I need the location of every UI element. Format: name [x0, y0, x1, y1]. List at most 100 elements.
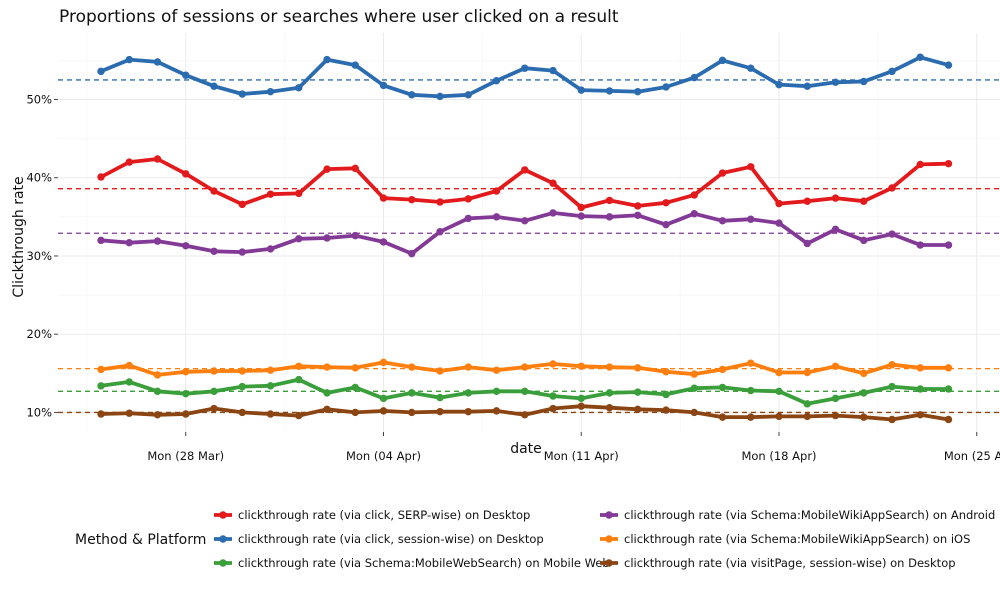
- data-point: [379, 358, 388, 367]
- data-point: [153, 371, 162, 379]
- data-point: [210, 387, 218, 396]
- mean-reference-lines: [58, 79, 1000, 414]
- data-point: [153, 387, 162, 396]
- data-point: [97, 236, 105, 245]
- data-point: [803, 82, 811, 90]
- data-point: [747, 64, 755, 72]
- data-point: [153, 237, 162, 245]
- data-point: [775, 80, 783, 89]
- data-point: [860, 236, 868, 245]
- data-point: [351, 383, 359, 392]
- data-point: [323, 405, 331, 414]
- data-point: [464, 91, 472, 99]
- data-point: [521, 411, 529, 419]
- data-point: [775, 199, 783, 208]
- data-point: [323, 234, 331, 242]
- data-point: [464, 363, 472, 371]
- data-point: [97, 365, 105, 374]
- data-point: [182, 368, 190, 376]
- data-point: [718, 413, 727, 421]
- legend-entry-label: clickthrough rate (via Schema:MobileWiki…: [624, 508, 995, 522]
- data-point: [436, 198, 444, 206]
- data-point: [605, 389, 614, 397]
- data-point: [408, 363, 416, 371]
- data-point: [492, 213, 501, 221]
- data-point: [944, 415, 953, 424]
- data-point: [831, 225, 840, 234]
- data-point: [718, 217, 727, 225]
- data-point: [718, 169, 727, 177]
- data-point: [521, 387, 529, 396]
- data-point: [182, 242, 190, 250]
- legend-key-point: [605, 559, 613, 567]
- data-point: [605, 196, 614, 205]
- data-point: [831, 78, 840, 86]
- data-point: [182, 389, 190, 398]
- data-point: [266, 366, 275, 374]
- data-point: [690, 384, 698, 392]
- data-point: [351, 61, 359, 69]
- legend-title: Method & Platform: [75, 532, 206, 548]
- y-tick-label: 40%: [26, 171, 52, 185]
- data-point: [662, 406, 670, 414]
- data-point: [238, 367, 246, 375]
- data-point: [379, 407, 388, 415]
- data-point: [182, 71, 190, 79]
- data-point: [634, 388, 642, 396]
- data-point: [577, 394, 585, 403]
- data-point: [97, 173, 105, 181]
- data-point: [125, 378, 133, 386]
- data-point: [408, 389, 416, 397]
- y-tick-label: 20%: [26, 327, 52, 341]
- x-tick-label: Mon (11 Apr): [544, 449, 619, 463]
- data-point: [238, 200, 246, 209]
- data-point: [125, 238, 133, 247]
- data-point: [577, 362, 585, 370]
- data-point: [690, 210, 698, 218]
- data-point: [944, 385, 953, 393]
- data-point: [888, 361, 896, 369]
- data-point: [916, 364, 924, 372]
- data-point: [888, 67, 896, 76]
- data-point: [238, 90, 246, 98]
- y-tick-label: 30%: [26, 249, 52, 263]
- data-point: [944, 159, 953, 168]
- data-point: [379, 238, 388, 246]
- data-point: [549, 360, 557, 368]
- data-point: [153, 58, 162, 66]
- data-point: [521, 64, 529, 72]
- data-point: [266, 245, 275, 253]
- data-point: [97, 410, 105, 418]
- data-point: [323, 165, 331, 173]
- data-point: [605, 363, 614, 371]
- data-point: [831, 394, 840, 403]
- data-point: [492, 366, 501, 374]
- data-point: [944, 241, 953, 249]
- data-point: [775, 219, 783, 227]
- y-axis-ticks: 10% 20% 30% 40% 50%: [26, 93, 58, 419]
- data-point: [803, 197, 811, 205]
- series-points: [97, 53, 953, 424]
- data-point: [888, 184, 896, 192]
- data-point: [916, 53, 924, 61]
- legend-entry-label: clickthrough rate (via Schema:MobileWiki…: [624, 532, 970, 546]
- data-point: [662, 83, 670, 91]
- legend-key-point: [219, 559, 227, 567]
- data-point: [634, 202, 642, 210]
- data-point: [492, 77, 501, 85]
- legend-entry-label: clickthrough rate (via visitPage, sessio…: [624, 556, 956, 570]
- series-line: [99, 55, 951, 99]
- data-point: [351, 231, 359, 240]
- data-point: [125, 158, 133, 166]
- data-point: [323, 363, 331, 371]
- data-point: [747, 359, 755, 367]
- data-point: [295, 362, 303, 370]
- data-point: [323, 55, 331, 64]
- data-point: [747, 163, 755, 171]
- data-point: [492, 187, 501, 195]
- x-tick-label: Mon (28 Mar): [147, 449, 224, 463]
- data-point: [182, 170, 190, 178]
- data-point: [690, 191, 698, 199]
- data-point: [549, 209, 557, 217]
- data-point: [831, 411, 840, 420]
